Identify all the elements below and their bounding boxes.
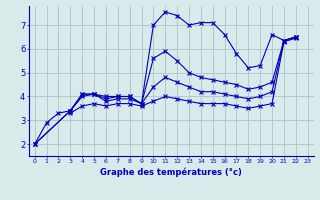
X-axis label: Graphe des températures (°c): Graphe des températures (°c) (100, 167, 242, 177)
